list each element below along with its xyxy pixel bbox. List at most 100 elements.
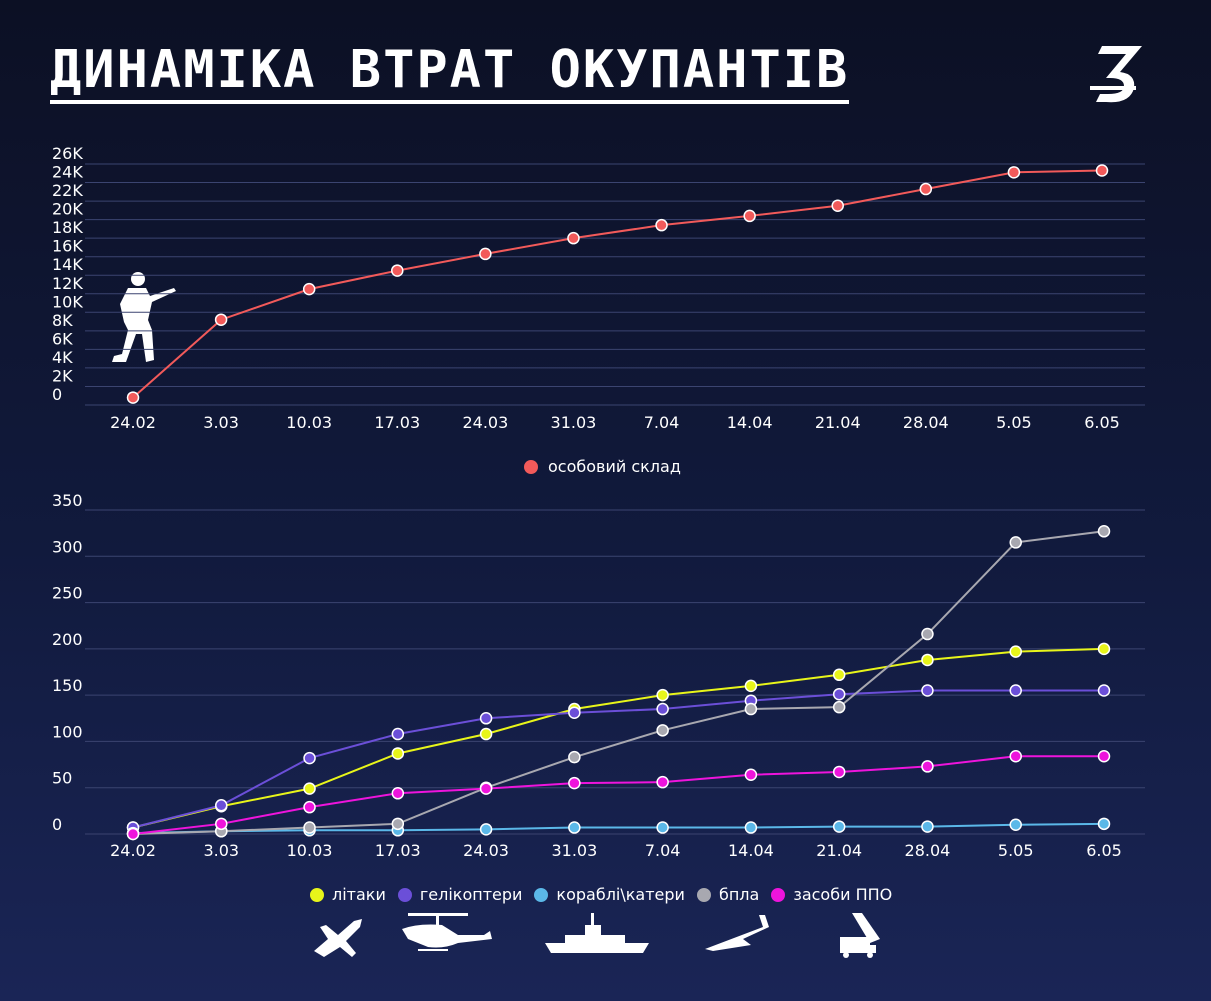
series-line — [132, 755, 1104, 835]
data-point — [479, 727, 493, 741]
legend-label: кораблі\катери — [556, 885, 685, 904]
plane-icon — [314, 919, 362, 957]
data-point — [921, 627, 934, 641]
series-line — [132, 822, 1105, 835]
data-point — [656, 775, 669, 789]
equipment-icons — [314, 913, 880, 958]
data-point — [1009, 818, 1022, 831]
data-point — [921, 820, 934, 833]
x-tick-label: 17.03 — [375, 841, 421, 860]
data-point — [919, 182, 933, 196]
data-point — [302, 282, 316, 296]
data-point — [656, 688, 669, 702]
x-tick-label: 10.03 — [287, 841, 333, 860]
data-point — [744, 679, 758, 693]
y-tick-label: 6K — [52, 329, 73, 348]
data-point — [568, 821, 581, 834]
legend-personnel: особовий склад — [524, 457, 681, 476]
data-point — [832, 687, 846, 701]
data-point — [215, 817, 228, 831]
data-point — [391, 264, 404, 277]
legend-dot — [397, 887, 412, 902]
y-tick-label: 22K — [52, 181, 83, 200]
x-tick-label: 10.03 — [286, 413, 332, 432]
x-tick-label: 3.03 — [203, 841, 239, 860]
legend-label: гелікоптери — [419, 885, 523, 904]
x-tick-label: 7.04 — [644, 413, 680, 432]
y-tick-label: 150 — [52, 676, 83, 695]
page-title: ДИНАМІКА ВТРАТ ОКУПАНТІВ — [50, 40, 850, 104]
y-tick-label: 250 — [52, 584, 83, 603]
data-point — [391, 817, 405, 831]
data-point — [743, 209, 756, 223]
data-point — [655, 218, 668, 232]
data-point — [744, 702, 758, 716]
data-point — [1097, 642, 1111, 656]
air-defense-icon — [840, 913, 880, 958]
series-line — [132, 647, 1105, 829]
data-point — [1095, 164, 1109, 177]
y-tick-label: 10K — [52, 292, 83, 311]
data-point — [1097, 684, 1111, 697]
y-tick-label: 0 — [52, 815, 62, 834]
data-point — [567, 231, 580, 245]
data-point — [656, 821, 669, 834]
y-tick-label: 50 — [52, 769, 72, 788]
x-tick-label: 7.04 — [645, 841, 681, 860]
data-point — [303, 800, 316, 814]
data-point — [921, 684, 934, 697]
data-point — [831, 199, 844, 212]
y-tick-label: 12K — [52, 274, 83, 293]
legend-item-ships: кораблі\катери — [534, 885, 685, 904]
series-line — [132, 689, 1104, 829]
data-point — [215, 799, 228, 812]
data-point — [479, 782, 493, 795]
x-tick-label: 5.05 — [998, 841, 1034, 860]
data-point — [1009, 645, 1022, 658]
data-point — [1009, 536, 1022, 549]
legend-dot — [771, 887, 786, 902]
data-point — [391, 787, 405, 800]
x-tick-label: 6.05 — [1084, 413, 1120, 432]
data-point — [303, 782, 316, 795]
data-point — [391, 747, 405, 760]
legend-label: засоби ППО — [793, 885, 893, 904]
y-tick-label: 26K — [52, 144, 83, 163]
legend-item-planes: літаки — [310, 885, 386, 904]
data-point — [832, 765, 846, 779]
legend-dot — [524, 459, 538, 474]
y-tick-label: 0 — [52, 385, 62, 404]
y-tick-label: 2K — [52, 366, 73, 385]
data-point — [832, 668, 846, 682]
legend-dot — [534, 887, 549, 902]
x-tick-label: 17.03 — [374, 413, 420, 432]
data-point — [921, 653, 934, 667]
data-point — [1009, 684, 1022, 697]
data-point — [126, 391, 140, 404]
y-tick-label: 24K — [52, 163, 83, 182]
x-tick-label: 28.04 — [903, 413, 949, 432]
data-point — [1009, 749, 1022, 763]
ship-icon — [545, 913, 649, 953]
x-tick-label: 21.04 — [815, 413, 861, 432]
data-point — [656, 702, 669, 716]
y-tick-label: 4K — [52, 348, 73, 367]
x-tick-label: 6.05 — [1086, 841, 1122, 860]
data-point — [303, 821, 316, 834]
data-point — [744, 768, 758, 782]
data-point — [391, 727, 405, 741]
x-tick-label: 24.02 — [110, 413, 156, 432]
x-tick-label: 24.03 — [462, 413, 508, 432]
legend-dot — [696, 887, 711, 902]
y-tick-label: 14K — [52, 255, 83, 274]
data-point — [126, 827, 140, 841]
legend-item-air-defense: засоби ППО — [771, 885, 892, 904]
series-line — [132, 169, 1103, 399]
data-point — [744, 821, 758, 834]
legend-equipment: літаки гелікоптери кораблі\катери бпла з… — [310, 885, 904, 904]
data-point — [921, 760, 934, 773]
logo-icon — [1090, 46, 1142, 103]
x-tick-label: 31.03 — [551, 413, 597, 432]
x-tick-label: 28.04 — [905, 841, 951, 860]
